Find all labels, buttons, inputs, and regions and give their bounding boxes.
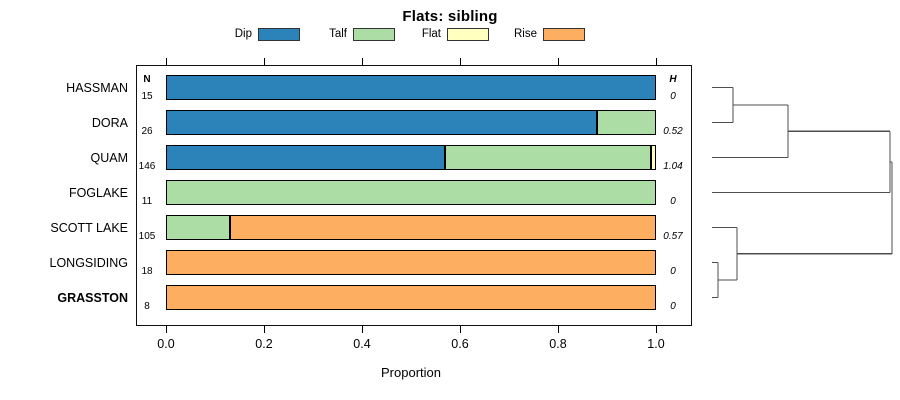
- x-tick-label: 0.2: [255, 337, 273, 351]
- bottom-tick: [362, 326, 363, 333]
- legend-swatch-dip: [258, 28, 300, 41]
- legend-label-rise: Rise: [513, 28, 537, 40]
- top-tick: [558, 58, 559, 65]
- bar-segment-talf: [445, 145, 652, 170]
- bar-grasston: [166, 285, 656, 310]
- row-label-scott-lake: SCOTT LAKE: [50, 220, 128, 235]
- bar-segment-talf: [166, 215, 230, 240]
- n-column-header: N: [143, 74, 151, 85]
- top-tick: [656, 58, 657, 65]
- bar-segment-rise: [166, 285, 656, 310]
- legend-swatch-talf: [353, 28, 395, 41]
- top-tick: [166, 58, 167, 65]
- x-tick-label: 0.6: [451, 337, 469, 351]
- row-label-grasston: GRASSTON: [57, 290, 128, 305]
- bar-segment-rise: [166, 250, 656, 275]
- bar-hassman: [166, 75, 656, 100]
- bar-segment-dip: [166, 75, 656, 100]
- legend-swatch-flat: [447, 28, 489, 41]
- bar-foglake: [166, 180, 656, 205]
- x-tick-label: 0.4: [353, 337, 371, 351]
- n-value: 18: [141, 266, 153, 277]
- bottom-tick: [460, 326, 461, 333]
- bar-segment-talf: [166, 180, 656, 205]
- n-value: 26: [141, 126, 153, 137]
- legend-label-talf: Talf: [329, 28, 347, 40]
- bottom-tick: [264, 326, 265, 333]
- x-tick-label: 0.0: [157, 337, 175, 351]
- bar-longsiding: [166, 250, 656, 275]
- n-value: 8: [144, 301, 150, 312]
- chart-title: Flats: sibling: [402, 8, 498, 25]
- n-value: 15: [141, 91, 153, 102]
- top-tick: [362, 58, 363, 65]
- bottom-tick: [166, 326, 167, 333]
- legend-swatch-rise: [543, 28, 585, 41]
- bar-segment-dip: [166, 110, 598, 135]
- row-label-longsiding: LONGSIDING: [49, 255, 129, 270]
- h-value: 0.57: [663, 231, 683, 242]
- legend-label-dip: Dip: [234, 28, 252, 40]
- legend-label-flat: Flat: [421, 28, 441, 40]
- top-tick: [264, 58, 265, 65]
- h-column-header: H: [669, 74, 677, 85]
- n-value: 105: [138, 231, 156, 242]
- row-label-dora: DORA: [91, 115, 128, 130]
- row-label-hassman: HASSMAN: [66, 80, 128, 95]
- bar-segment-talf: [597, 110, 656, 135]
- h-value: 0: [670, 301, 676, 312]
- bar-quam: [166, 145, 656, 170]
- n-value: 146: [138, 161, 156, 172]
- bottom-tick: [656, 326, 657, 333]
- bar-segment-rise: [229, 215, 656, 240]
- n-value: 11: [141, 196, 153, 207]
- x-tick-label: 0.8: [549, 337, 567, 351]
- bottom-tick: [558, 326, 559, 333]
- row-label-foglake: FOGLAKE: [68, 185, 128, 200]
- top-tick: [460, 58, 461, 65]
- h-value: 0: [670, 91, 676, 102]
- bar-dora: [166, 110, 656, 135]
- bar-segment-flat: [651, 145, 656, 170]
- bar-segment-dip: [166, 145, 446, 170]
- h-value: 0.52: [663, 126, 683, 137]
- h-value: 0: [670, 196, 676, 207]
- x-tick-label: 1.0: [647, 337, 665, 351]
- bar-scott-lake: [166, 215, 656, 240]
- row-label-quam: QUAM: [90, 150, 129, 165]
- h-value: 1.04: [663, 161, 683, 172]
- h-value: 0: [670, 266, 676, 277]
- x-axis-label: Proportion: [381, 365, 441, 380]
